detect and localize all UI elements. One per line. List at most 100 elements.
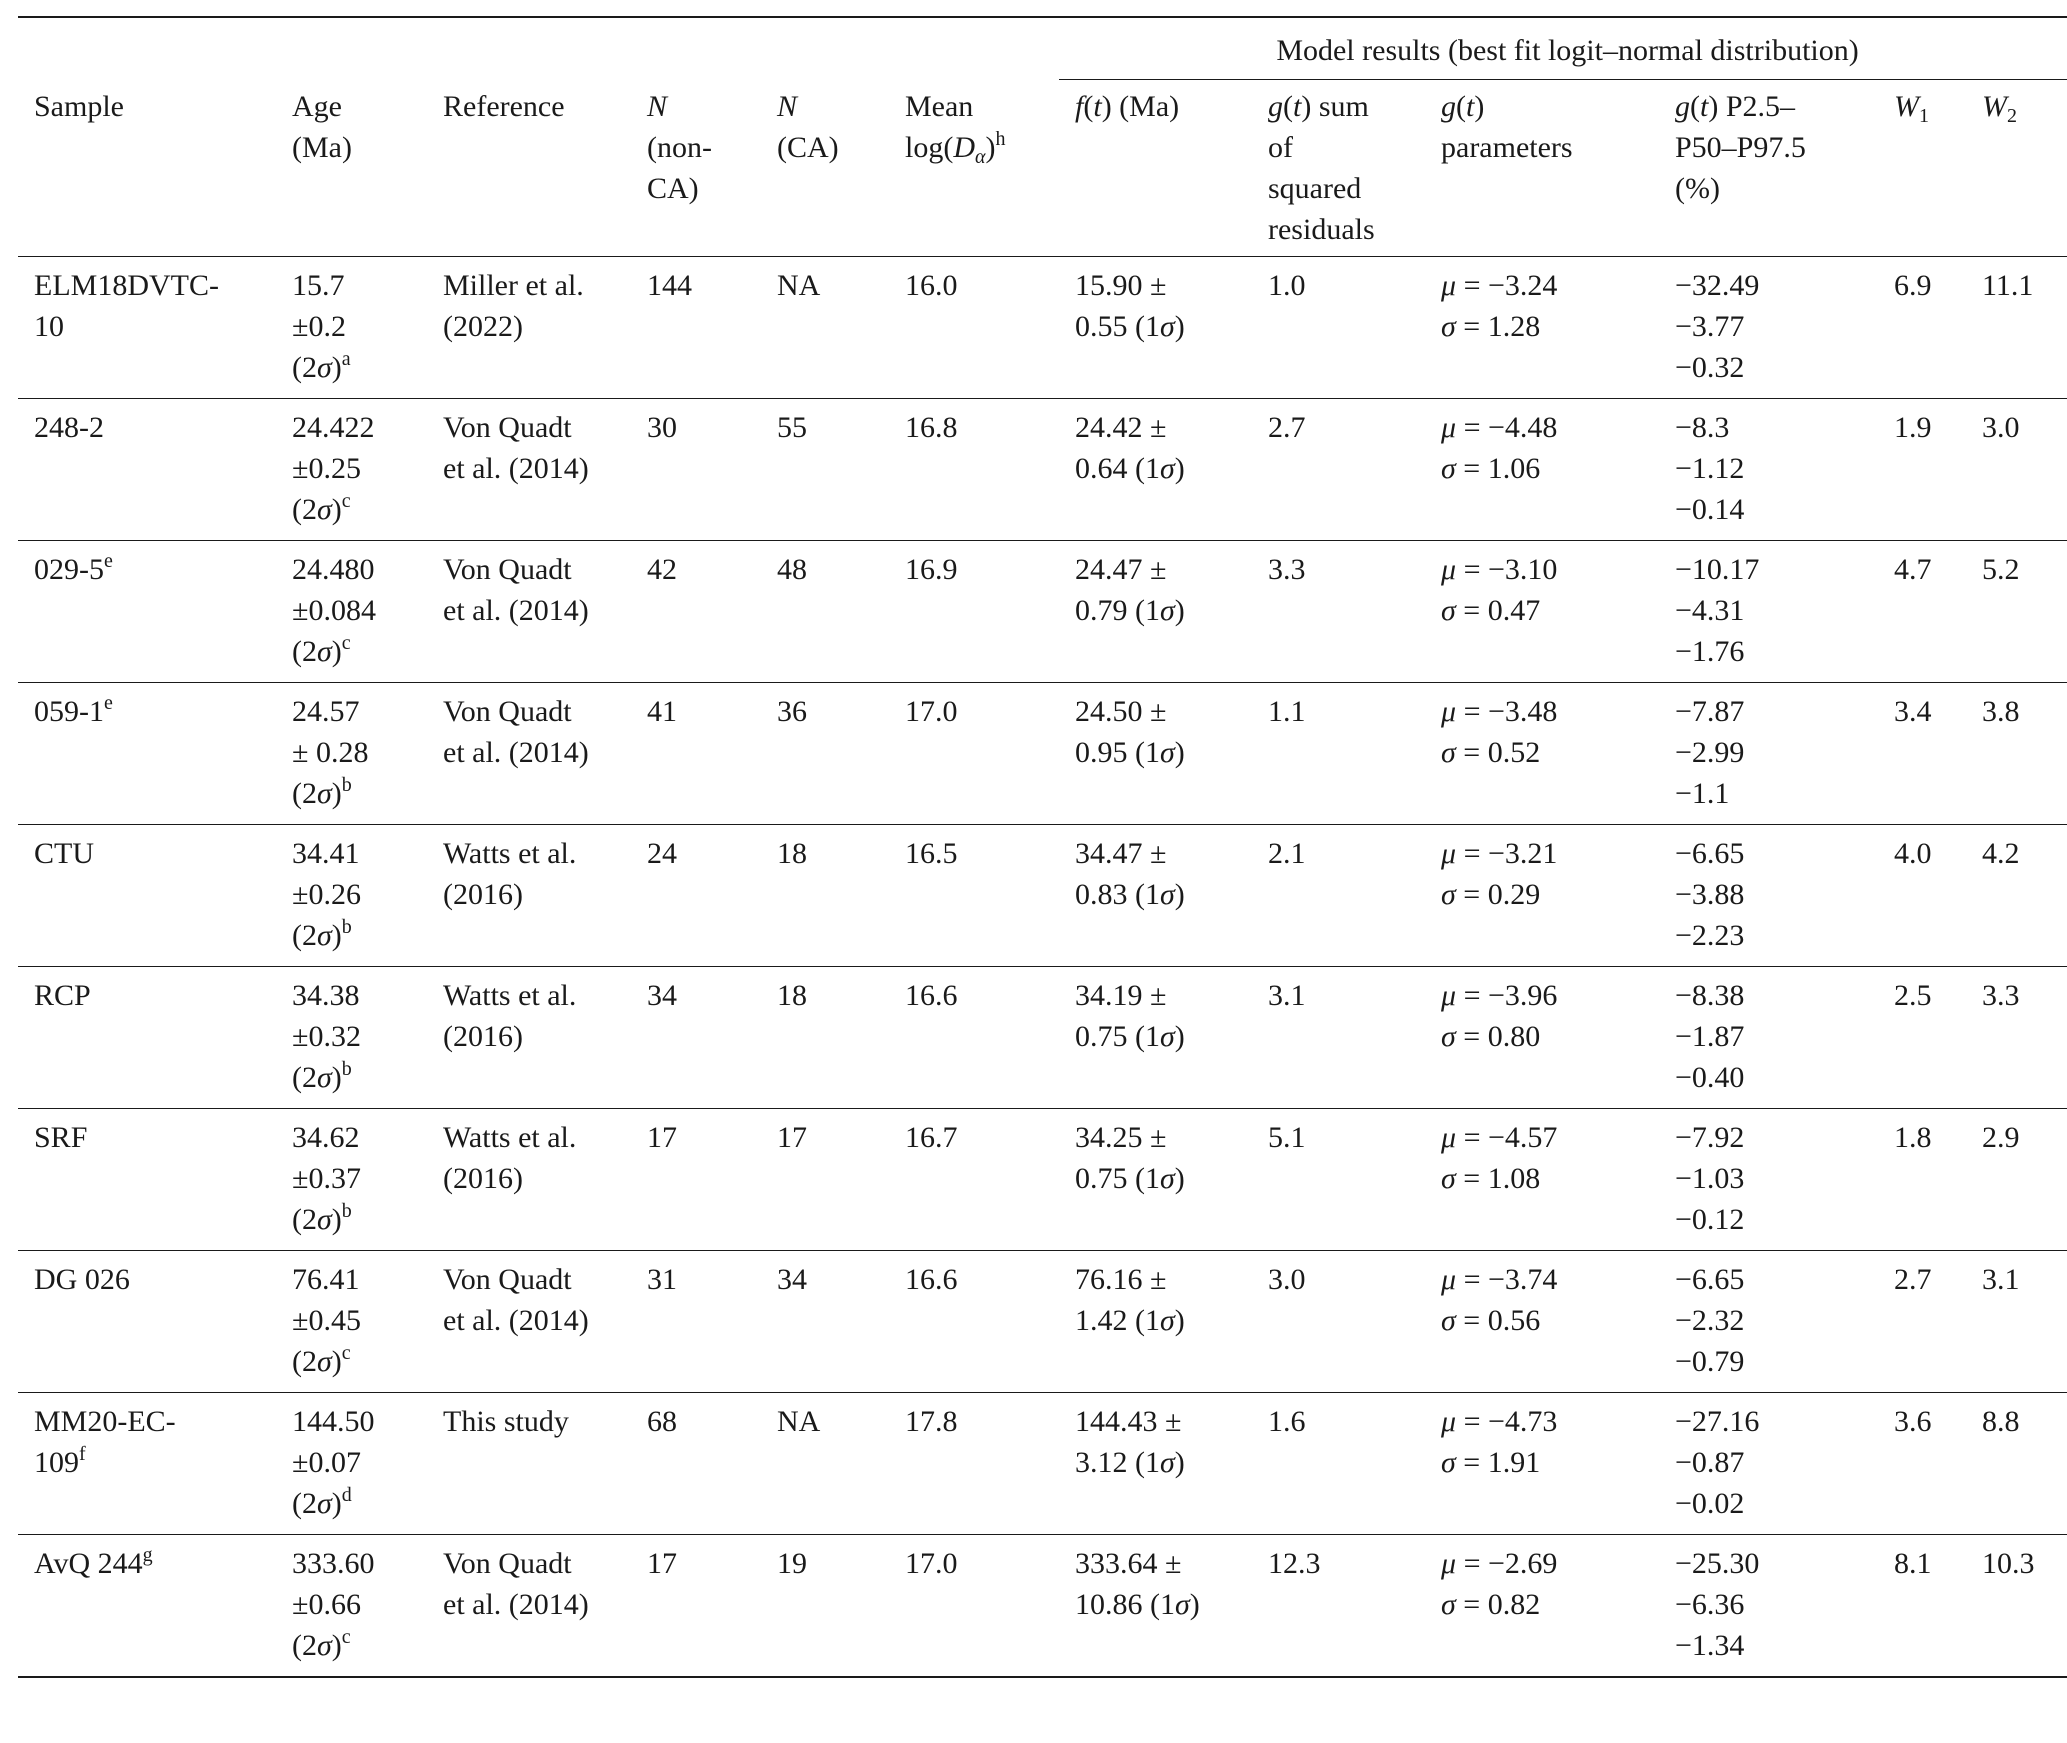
cell-line: 24.50 ±: [1075, 695, 1167, 728]
cell-ft: 15.90 ± 0.55 (1σ): [1059, 257, 1252, 399]
cell-value: 24: [647, 837, 677, 870]
cell-line: 0.95 (1σ): [1075, 736, 1185, 769]
cell-line: −1.12: [1675, 452, 1745, 485]
cell-gt-pct: −10.17 −4.31 −1.76: [1659, 541, 1878, 683]
cell-line: et al. (2014): [443, 594, 589, 627]
cell-n-nonca: 34: [631, 967, 761, 1109]
cell-line: σ = 0.80: [1441, 1020, 1541, 1053]
cell-value: 3.0: [1268, 1263, 1306, 1296]
cell-sample: 248-2: [18, 399, 276, 541]
table-row: DG 026 76.41 ±0.45 (2σ)c Von Quadt et al. (20…: [18, 1251, 2067, 1393]
cell-line: ELM18DVTC-: [34, 269, 219, 302]
table-row: 059-1e 24.57 ± 0.28 (2σ)b Von Quadt et al. (2…: [18, 683, 2067, 825]
cell-line: Von Quadt: [443, 1547, 572, 1580]
cell-mean-log: 16.5: [889, 825, 1059, 967]
cell-line: 24.422: [292, 411, 375, 444]
cell-reference: Von Quadt et al. (2014): [427, 399, 631, 541]
cell-n-ca: 55: [761, 399, 889, 541]
mean-log-label: log(Dα)h: [905, 127, 1006, 168]
cell-w2: 8.8: [1966, 1393, 2067, 1535]
cell-line: μ = −2.69: [1441, 1547, 1558, 1580]
cell-line: (2σ)c: [292, 489, 419, 530]
cell-value: 2.1: [1268, 837, 1306, 870]
table-container: Model results (best fit logit–normal dis…: [18, 16, 2067, 1678]
cell-value: 17: [777, 1121, 807, 1154]
cell-sample: 029-5e: [18, 541, 276, 683]
cell-line: −27.16: [1675, 1405, 1760, 1438]
footnote-mark: a: [341, 348, 351, 370]
col-header-age: Age (Ma): [292, 89, 352, 164]
cell-line: 3.12 (1σ): [1075, 1446, 1185, 1479]
cell-ft: 34.47 ± 0.83 (1σ): [1059, 825, 1252, 967]
cell-w1: 3.6: [1878, 1393, 1966, 1535]
footnote-mark: b: [341, 916, 352, 938]
cell-gt-params: μ = −3.96 σ = 0.80: [1425, 967, 1659, 1109]
age-sigma: (2σ): [292, 1345, 342, 1378]
cell-line: 0.75 (1σ): [1075, 1020, 1185, 1053]
cell-line: 0.75 (1σ): [1075, 1162, 1185, 1195]
cell-value: 3.3: [1982, 979, 2020, 1012]
footnote-mark: c: [341, 632, 351, 654]
cell-line: −8.3: [1675, 411, 1730, 444]
cell-line: μ = −4.48: [1441, 411, 1558, 444]
cell-mean-log: 17.8: [889, 1393, 1059, 1535]
cell-line: μ = −4.73: [1441, 1405, 1558, 1438]
cell-line: 34.62: [292, 1121, 360, 1154]
cell-value: 18: [777, 979, 807, 1012]
cell-line: ±0.26: [292, 878, 361, 911]
cell-reference: Von Quadt et al. (2014): [427, 541, 631, 683]
cell-value: 4.2: [1982, 837, 2020, 870]
footnote-mark: b: [341, 1058, 352, 1080]
cell-w1: 1.8: [1878, 1109, 1966, 1251]
cell-w1: 2.5: [1878, 967, 1966, 1109]
cell-line: 24.57: [292, 695, 360, 728]
cell-gt-pct: −32.49 −3.77 −0.32: [1659, 257, 1878, 399]
cell-line: Miller et al.: [443, 269, 584, 302]
cell-value: 68: [647, 1405, 677, 1438]
table-body: ELM18DVTC- 10 15.7 ±0.2 (2σ)a Miller et al. (2…: [18, 257, 2067, 1678]
w2-label: W2: [1982, 90, 2017, 127]
cell-value: 1.1: [1268, 695, 1306, 728]
cell-n-ca: 48: [761, 541, 889, 683]
footnote-mark: d: [341, 1484, 352, 1506]
cell-gt-pct: −6.65 −3.88 −2.23: [1659, 825, 1878, 967]
cell-age: 144.50 ±0.07 (2σ)d: [276, 1393, 427, 1535]
cell-gt-ssr: 12.3: [1252, 1535, 1425, 1678]
cell-value: 3.6: [1894, 1405, 1932, 1438]
table-row: AvQ 244g 333.60 ±0.66 (2σ)c Von Quadt et al. …: [18, 1535, 2067, 1678]
cell-value: 16.6: [905, 1263, 958, 1296]
cell-line: 0.64 (1σ): [1075, 452, 1185, 485]
cell-line: 248-2: [34, 411, 104, 444]
cell-line: −4.31: [1675, 594, 1745, 627]
cell-value: 10.3: [1982, 1547, 2035, 1580]
cell-line: σ = 0.29: [1441, 878, 1541, 911]
cell-n-ca: 17: [761, 1109, 889, 1251]
cell-line: −7.87: [1675, 695, 1745, 728]
cell-value: 3.8: [1982, 695, 2020, 728]
cell-ft: 333.64 ± 10.86 (1σ): [1059, 1535, 1252, 1678]
cell-w2: 2.9: [1966, 1109, 2067, 1251]
cell-value: 36: [777, 695, 807, 728]
cell-line: −7.92: [1675, 1121, 1745, 1154]
table-row: 029-5e 24.480 ±0.084 (2σ)c Von Quadt et al. (…: [18, 541, 2067, 683]
cell-value: 16.9: [905, 553, 958, 586]
cell-line: Von Quadt: [443, 553, 572, 586]
cell-value: 17.8: [905, 1405, 958, 1438]
cell-reference: Watts et al. (2016): [427, 1109, 631, 1251]
age-sigma: (2σ): [292, 1487, 342, 1520]
cell-line: Watts et al.: [443, 1121, 577, 1154]
cell-value: 3.0: [1982, 411, 2020, 444]
cell-line: σ = 0.52: [1441, 736, 1541, 769]
cell-line: 15.7: [292, 269, 345, 302]
cell-age: 24.422 ±0.25 (2σ)c: [276, 399, 427, 541]
cell-n-nonca: 31: [631, 1251, 761, 1393]
cell-gt-ssr: 1.1: [1252, 683, 1425, 825]
cell-ft: 34.19 ± 0.75 (1σ): [1059, 967, 1252, 1109]
cell-line: −10.17: [1675, 553, 1760, 586]
cell-value: 1.0: [1268, 269, 1306, 302]
cell-w2: 3.1: [1966, 1251, 2067, 1393]
cell-line: ±0.25: [292, 452, 361, 485]
cell-line: SRF: [34, 1121, 88, 1154]
cell-line: (2016): [443, 878, 523, 911]
cell-gt-params: μ = −2.69 σ = 0.82: [1425, 1535, 1659, 1678]
